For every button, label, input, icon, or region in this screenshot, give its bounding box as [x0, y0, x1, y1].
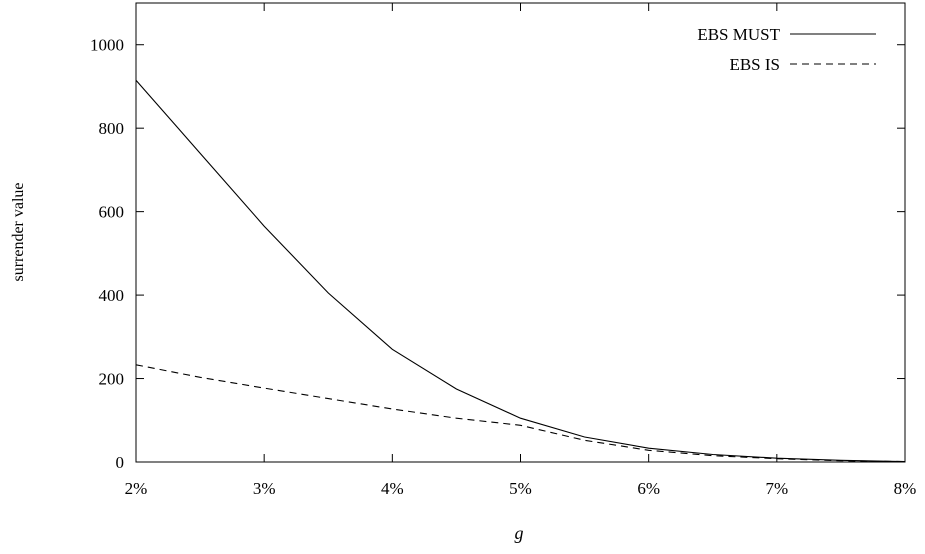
legend: EBS MUST EBS IS — [697, 25, 876, 74]
x-tick-label: 7% — [765, 479, 788, 498]
plot-frame — [135, 2, 906, 463]
x-tick-label: 5% — [509, 479, 532, 498]
y-tick-label: 600 — [99, 203, 125, 222]
y-tick-label: 0 — [116, 453, 125, 472]
x-tick-label: 6% — [637, 479, 660, 498]
series-line-ebs-is — [135, 364, 906, 463]
x-axis-label: g — [515, 523, 524, 543]
series-line-ebs-must — [135, 79, 906, 463]
y-axis-label: surrender value — [10, 182, 27, 281]
x-tick-label: 8% — [894, 479, 917, 498]
legend-label-ebs-must: EBS MUST — [697, 25, 780, 44]
y-tick-label: 1000 — [90, 36, 124, 55]
y-tick-label: 200 — [99, 370, 125, 389]
x-tick-label: 4% — [381, 479, 404, 498]
x-tick-label: 3% — [253, 479, 276, 498]
y-tick-label: 800 — [99, 119, 125, 138]
legend-label-ebs-is: EBS IS — [729, 55, 780, 74]
axis-ticks: 2% 3% 4% 5% 6% 7% 8% 0 200 400 600 800 1000 — [90, 3, 916, 498]
series-group — [135, 79, 906, 463]
y-tick-label: 400 — [99, 286, 125, 305]
x-tick-label: 2% — [125, 479, 148, 498]
